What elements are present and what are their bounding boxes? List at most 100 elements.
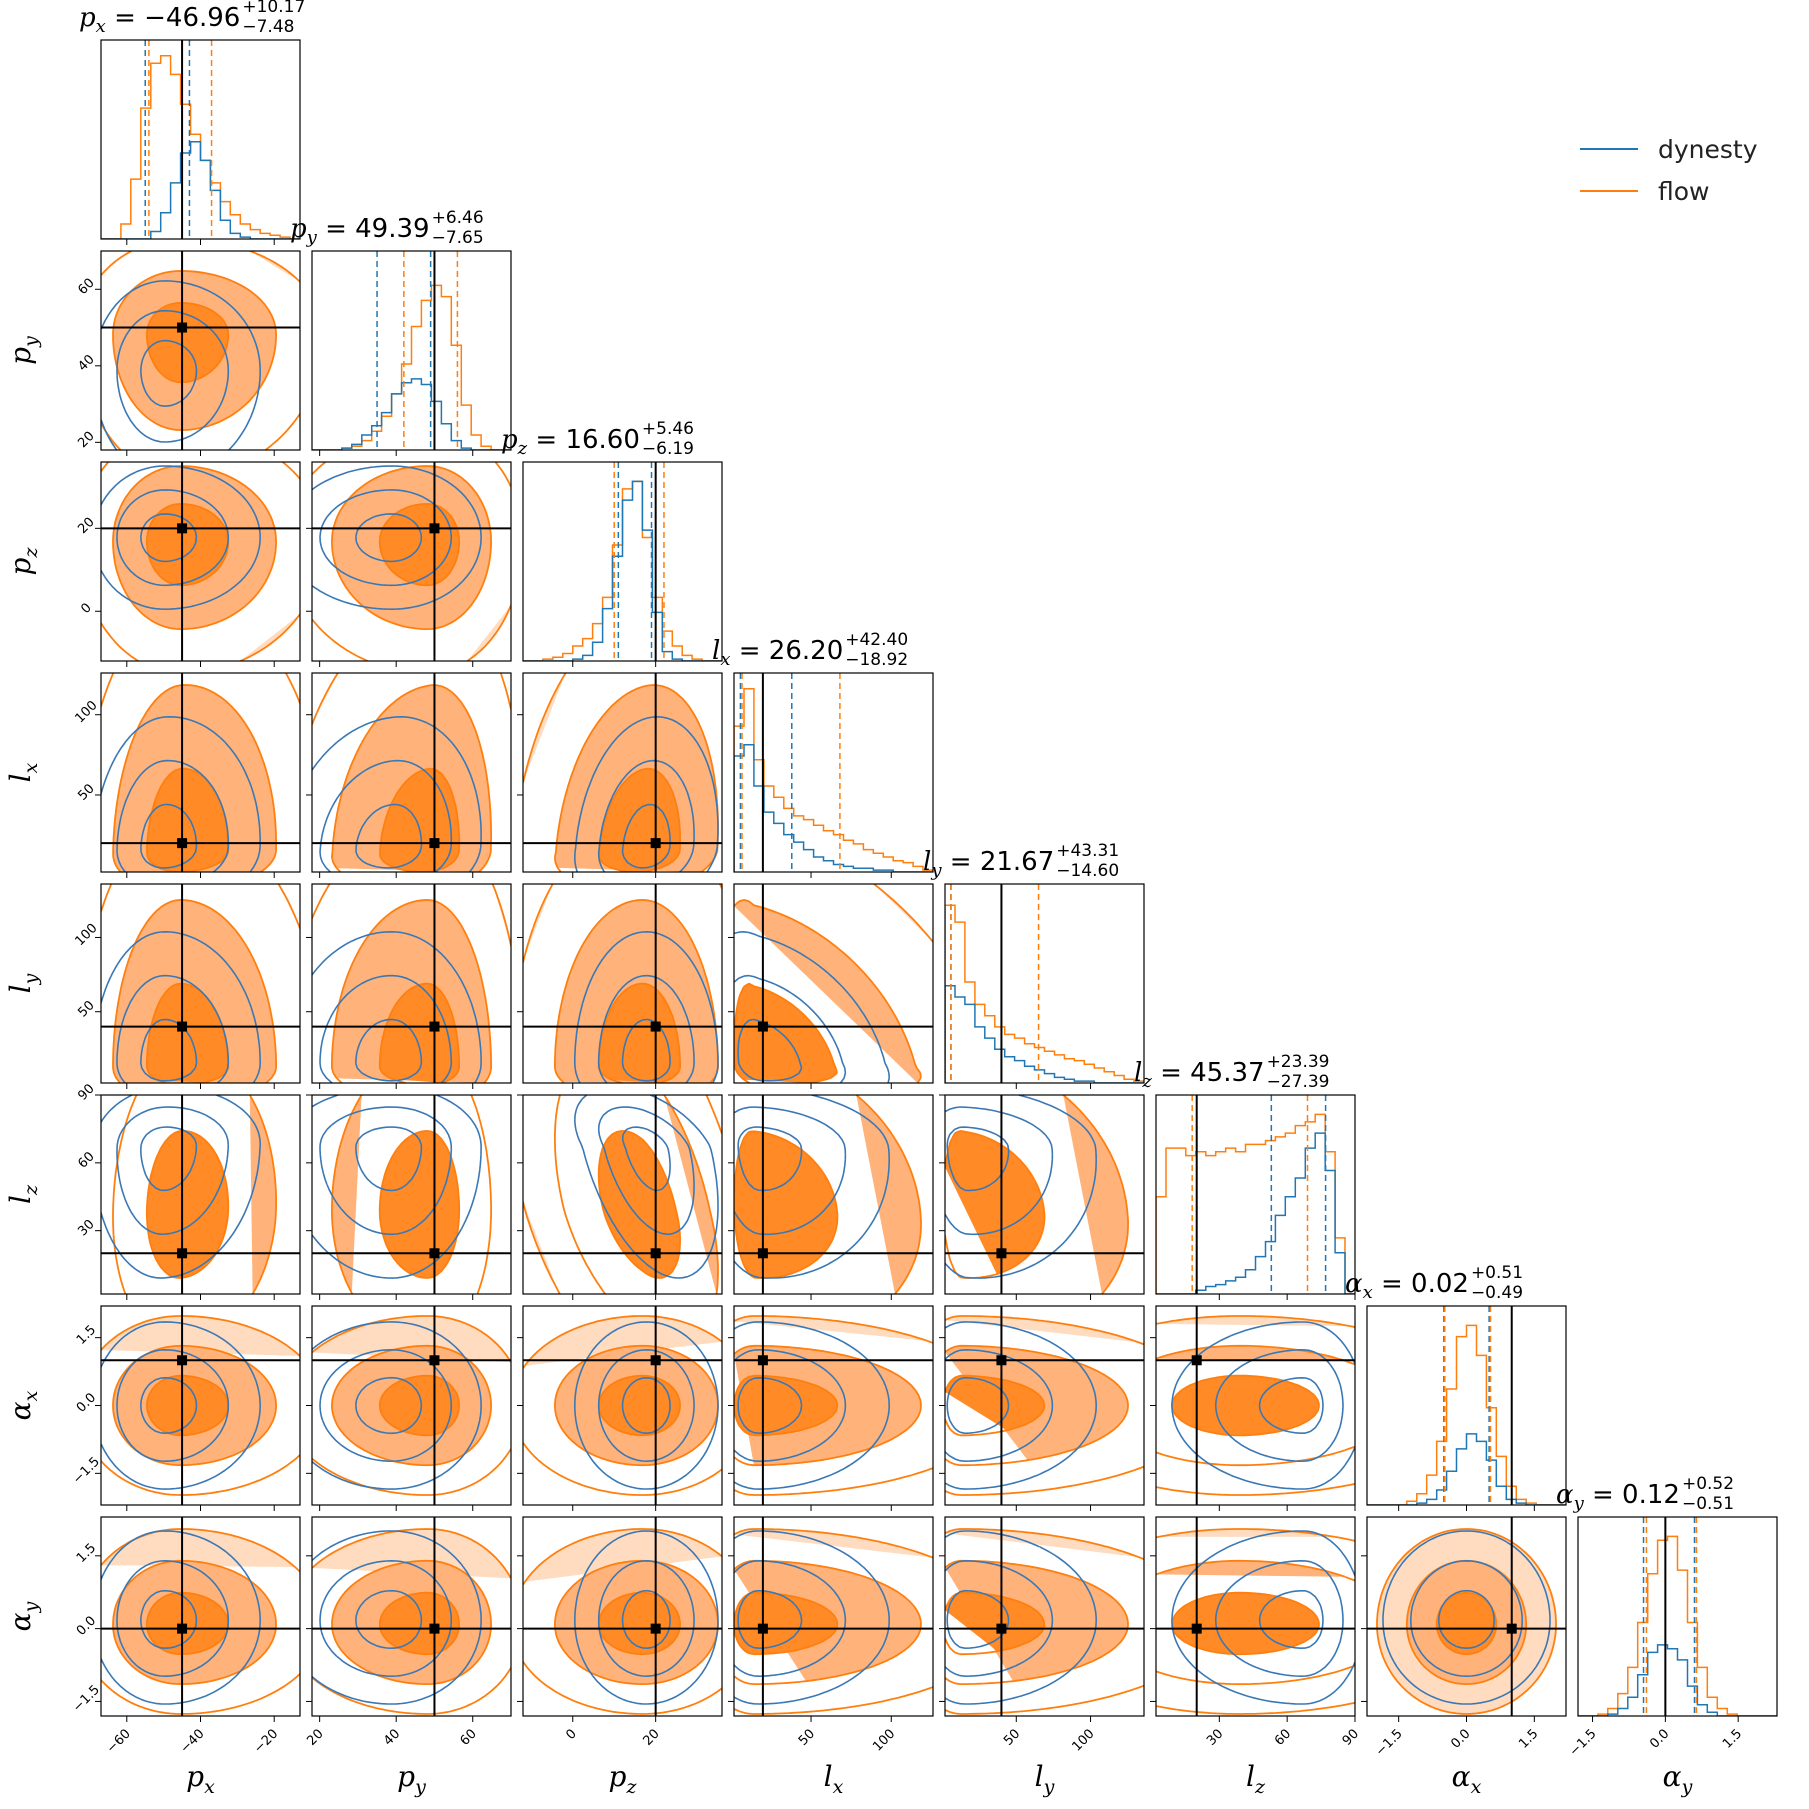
contour-panel-l_z-alpha_x — [1150, 1305, 1356, 1511]
title-l_y: ly = 21.67 — [923, 847, 1054, 881]
contour-area-l_x-alpha_y — [734, 1517, 933, 1716]
histogram-dynesty-p_y — [312, 378, 511, 450]
dynesty-contour-l_x-l_z-2 — [734, 1095, 890, 1279]
title-plus-l_z: +23.39 — [1267, 1052, 1330, 1072]
xtick-label-alpha_y-2: 1.5 — [1720, 1726, 1745, 1751]
truth-marker-p_z-l_y — [650, 1021, 661, 1032]
ytick-label-alpha_y-2: 1.5 — [74, 1541, 99, 1566]
truth-marker-l_y-alpha_y — [996, 1623, 1007, 1634]
title-symbol-alpha_y: α — [1556, 1480, 1574, 1510]
flow-contour-l_z-alpha_x-0 — [1171, 1374, 1321, 1437]
ytick-label-l_z-0: 30 — [75, 1217, 97, 1239]
flow-contour-l_x-alpha_x-1 — [734, 1344, 922, 1467]
panel-frame-7-1 — [311, 1516, 512, 1717]
yaxis-label-p_y: py — [4, 336, 42, 365]
title-symbol-p_x: p — [79, 3, 96, 33]
dynesty-contour-l_y-l_z-1 — [945, 1106, 1054, 1236]
title-plus-alpha_x: +0.51 — [1471, 1263, 1523, 1283]
flow-fill-p_x-alpha_x-2 — [146, 1375, 229, 1436]
dynesty-contour-p_y-l_x-1 — [319, 759, 453, 872]
title-symbol-l_x: l — [712, 636, 720, 666]
dynesty-contour-l_y-alpha_x-1 — [945, 1349, 1054, 1462]
xaxis-label-l_x-subscript: x — [833, 1776, 844, 1798]
truth-marker-alpha_x-alpha_y — [1506, 1623, 1517, 1634]
dynesty-contour-l_z-alpha_x-2 — [1171, 1321, 1355, 1490]
flow-contour-l_z-alpha_y-2 — [1156, 1528, 1355, 1715]
panel-frame-5-3 — [733, 1094, 934, 1295]
dynesty-contour-p_y-l_y-2 — [312, 931, 482, 1083]
title-alpha_x: αx = 0.02 — [1345, 1269, 1469, 1303]
xtick-label-l_z-1: 60 — [1272, 1726, 1294, 1748]
contour-area-p_x-l_x — [101, 673, 300, 872]
flow-contour-p_y-alpha_y-0 — [378, 1591, 460, 1656]
flow-fill-p_x-l_z-2 — [146, 1130, 229, 1278]
truth-marker-l_x-l_z — [757, 1248, 768, 1259]
flow-contour-p_z-alpha_x-0 — [597, 1374, 681, 1437]
xaxis-label-l_x-symbol: l — [824, 1760, 833, 1793]
contour-area-p_x-l_z — [101, 1095, 300, 1294]
ytick-label-alpha_y-0: −1.5 — [70, 1682, 103, 1715]
flow-contour-l_y-alpha_y-2 — [945, 1528, 1144, 1715]
truth-marker-p_x-alpha_y — [177, 1623, 188, 1634]
contour-panel-p_z-l_z — [517, 1094, 723, 1300]
xaxis-label-alpha_y-symbol: α — [1663, 1760, 1682, 1793]
dynesty-contour-alpha_x-alpha_y-0 — [1438, 1589, 1495, 1649]
dynesty-contour-p_z-alpha_y-2 — [574, 1530, 719, 1705]
dynesty-contour-l_x-l_z-0 — [737, 1126, 803, 1192]
truth-marker-l_x-alpha_x — [757, 1355, 768, 1366]
xaxis-label-l_z: lz — [1246, 1760, 1266, 1798]
xaxis-label-p_y-symbol: p — [397, 1760, 415, 1793]
xtick-label-p_x-2: −20 — [251, 1726, 281, 1756]
xaxis-label-p_x: px — [186, 1760, 215, 1798]
flow-contour-p_x-alpha_y-1 — [112, 1559, 277, 1685]
histogram-dynesty-l_z — [1156, 1132, 1355, 1294]
histogram-flow-p_y — [312, 284, 511, 450]
histogram-area-l_z — [1156, 1095, 1355, 1294]
dynesty-contour-p_x-l_y-2 — [101, 931, 261, 1083]
truth-marker-p_z-l_z — [650, 1248, 661, 1259]
ytick-label-l_y-0: 50 — [75, 998, 97, 1020]
yaxis-label-alpha_y-subscript: y — [20, 1601, 42, 1613]
contour-area-p_x-p_y — [101, 251, 300, 450]
contour-panel-alpha_x-alpha_y: −1.5 0.0 1.5 — [1361, 1516, 1567, 1759]
panel-frame-2-1 — [311, 461, 512, 662]
ytick-label-l_x-0: 50 — [75, 781, 97, 803]
title-p_x: px = −46.96 — [79, 3, 240, 37]
title-subscript-p_x: x — [96, 16, 106, 37]
flow-fill-p_x-alpha_x-0 — [101, 1316, 300, 1356]
dynesty-contour-l_x-l_y-0 — [737, 1018, 803, 1082]
title-subscript-l_x: x — [720, 649, 730, 670]
yaxis-label-l_y: ly — [4, 973, 42, 993]
flow-contour-l_z-alpha_y-0 — [1171, 1591, 1320, 1656]
title-l_z: lz = 45.37 — [1134, 1058, 1265, 1092]
panel-frame-4-4 — [944, 883, 1145, 1084]
flow-fill-p_y-l_y-0 — [492, 884, 511, 946]
flow-contour-p_z-alpha_y-1 — [554, 1559, 719, 1685]
contour-area-p_x-alpha_y — [101, 1517, 300, 1716]
flow-contour-l_y-alpha_y-0 — [945, 1591, 1046, 1656]
ytick-label-l_x-1: 100 — [72, 698, 100, 726]
contour-area-l_z-alpha_y — [1156, 1517, 1355, 1716]
flow-fill-l_x-alpha_x-0 — [734, 1316, 928, 1342]
truth-marker-p_x-alpha_x — [177, 1355, 188, 1366]
flow-fill-l_x-alpha_y-2 — [734, 1592, 838, 1655]
dynesty-contour-l_z-alpha_y-2 — [1171, 1530, 1355, 1705]
flow-contour-p_x-l_z-1 — [112, 1095, 277, 1294]
contour-area-l_y-l_z — [945, 1095, 1144, 1294]
flow-contour-p_y-l_y-1 — [331, 899, 492, 1083]
contour-area-p_z-l_z — [523, 1095, 722, 1294]
flow-fill-l_x-alpha_x-2 — [734, 1375, 838, 1436]
dynesty-contour-p_z-l_x-2 — [574, 716, 719, 872]
histogram-panel-p_y: py = 49.39 +6.46−7.65 — [290, 208, 512, 456]
legend-line-flow — [1580, 190, 1638, 192]
title-minus-l_x: −18.92 — [845, 650, 908, 670]
xtick-label-alpha_y-1: 0.0 — [1647, 1726, 1672, 1751]
flow-fill-p_x-p_z-2 — [146, 503, 229, 586]
dynesty-contour-p_y-alpha_y-2 — [312, 1530, 482, 1705]
xtick-label-p_x-1: −40 — [178, 1726, 208, 1756]
xaxis-label-l_z-symbol: l — [1246, 1760, 1255, 1793]
dynesty-contour-l_x-l_z-1 — [734, 1106, 847, 1236]
title-alpha_y: αy = 0.12 — [1556, 1480, 1680, 1514]
histogram-area-alpha_x — [1367, 1306, 1566, 1505]
truth-marker-p_x-l_x — [177, 838, 188, 849]
